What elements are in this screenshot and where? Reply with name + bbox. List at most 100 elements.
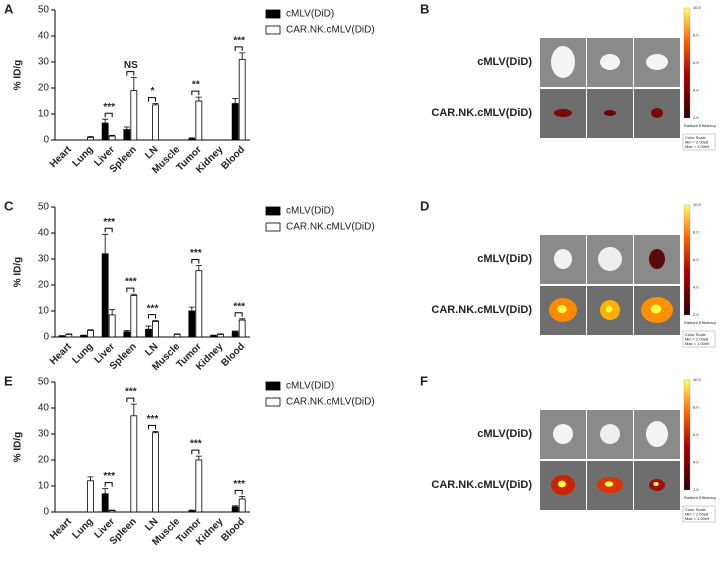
significance-bracket [148, 424, 156, 430]
significance-label: *** [190, 439, 202, 450]
x-tick-label: Heart [48, 341, 74, 367]
x-tick-label: Heart [48, 144, 74, 170]
legend-label: CAR.NK.cMLV(DiD) [286, 397, 375, 408]
error-bar [152, 431, 159, 433]
error-bar [188, 509, 195, 511]
y-tick-label: 20 [38, 455, 50, 466]
significance-bracket [126, 71, 135, 76]
organ [646, 54, 668, 70]
scale-box-text: Max = 1.00e9 [685, 144, 710, 149]
bar [188, 310, 196, 338]
scale-box-text: Color Scale [685, 332, 706, 337]
error-bar [239, 496, 246, 499]
y-tick-label: 50 [38, 202, 50, 213]
x-tick-label: Blood [219, 516, 247, 544]
bar [152, 432, 159, 513]
error-bar [102, 118, 109, 124]
organ [554, 109, 572, 117]
row-label: cMLV(DiD) [477, 428, 532, 440]
scale-tick: 8.0 [693, 405, 699, 410]
error-bar [195, 455, 202, 460]
legend-label: cMLV(DiD) [286, 9, 334, 20]
error-bar [232, 98, 239, 104]
x-tick-label: LN [143, 516, 160, 533]
significance-label: *** [233, 301, 245, 312]
bar [101, 253, 109, 338]
bar [87, 480, 94, 513]
y-tick-label: 0 [43, 507, 49, 518]
scale-tick: 4.0 [693, 460, 699, 465]
significance-label: NS [124, 60, 138, 71]
error-bar [152, 320, 159, 322]
hotspot [604, 481, 614, 487]
scale-tick: 10.0 [693, 5, 702, 10]
bar [195, 100, 203, 141]
color-scale [683, 204, 691, 316]
error-bar [130, 77, 137, 91]
error-bar [102, 233, 109, 254]
scale-box-text: Min = 2.00e8 [685, 140, 709, 145]
error-bar [152, 103, 159, 105]
bar [173, 333, 181, 338]
y-tick-label: 40 [38, 31, 50, 42]
error-bar [188, 137, 195, 139]
row-label: cMLV(DiD) [477, 56, 532, 68]
error-bar [80, 334, 87, 336]
bar [152, 320, 159, 338]
y-tick-label: 20 [38, 280, 50, 291]
bar [87, 330, 94, 338]
legend-label: CAR.NK.cMLV(DiD) [286, 25, 375, 36]
hotspot [557, 305, 567, 313]
significance-bracket [234, 46, 243, 51]
bar [238, 498, 246, 513]
scale-title: Radiant Efficiency [684, 320, 716, 325]
error-bar [58, 335, 65, 337]
significance-bracket [104, 482, 113, 487]
bar [130, 415, 138, 513]
significance-bracket [126, 287, 135, 293]
y-tick-label: 40 [38, 403, 50, 414]
x-tick-label: Lung [70, 341, 95, 366]
x-tick-label: LN [143, 341, 160, 358]
significance-label: *** [190, 248, 202, 259]
panel-label: E [4, 373, 13, 388]
x-tick-label: Blood [219, 144, 247, 172]
bar [108, 135, 116, 141]
bar [145, 328, 152, 338]
panel-label: D [420, 198, 429, 213]
bar [130, 90, 138, 141]
significance-bracket [148, 314, 156, 319]
significance-label: *** [103, 471, 115, 482]
bar [195, 459, 203, 513]
organ [600, 424, 620, 444]
bar [195, 270, 203, 338]
row-label: cMLV(DiD) [477, 253, 532, 265]
y-tick-label: 0 [43, 135, 49, 146]
organ [553, 424, 573, 444]
bar [108, 314, 116, 338]
scale-tick: 2.0 [693, 487, 699, 492]
hotspot [653, 482, 659, 486]
y-axis-label: % ID/g [13, 432, 24, 463]
error-bar [109, 309, 116, 315]
organ [600, 54, 620, 70]
scale-tick: 4.0 [693, 88, 699, 93]
bar [231, 331, 239, 338]
panel-label: B [420, 1, 429, 16]
error-bar [145, 325, 152, 330]
scale-tick: 6.0 [693, 432, 699, 437]
y-tick-label: 50 [38, 5, 50, 16]
significance-bracket [191, 90, 200, 96]
x-tick-label: Blood [219, 341, 247, 369]
legend-label: CAR.NK.cMLV(DiD) [286, 222, 375, 233]
error-bar [109, 509, 116, 511]
significance-bracket [234, 312, 243, 317]
error-bar [87, 329, 94, 331]
bar [108, 510, 116, 513]
x-tick-label: Lung [70, 516, 95, 541]
significance-bracket [104, 227, 113, 233]
significance-label: *** [233, 36, 245, 47]
scale-box-text: Color Scale [685, 507, 706, 512]
scale-tick: 8.0 [693, 230, 699, 235]
